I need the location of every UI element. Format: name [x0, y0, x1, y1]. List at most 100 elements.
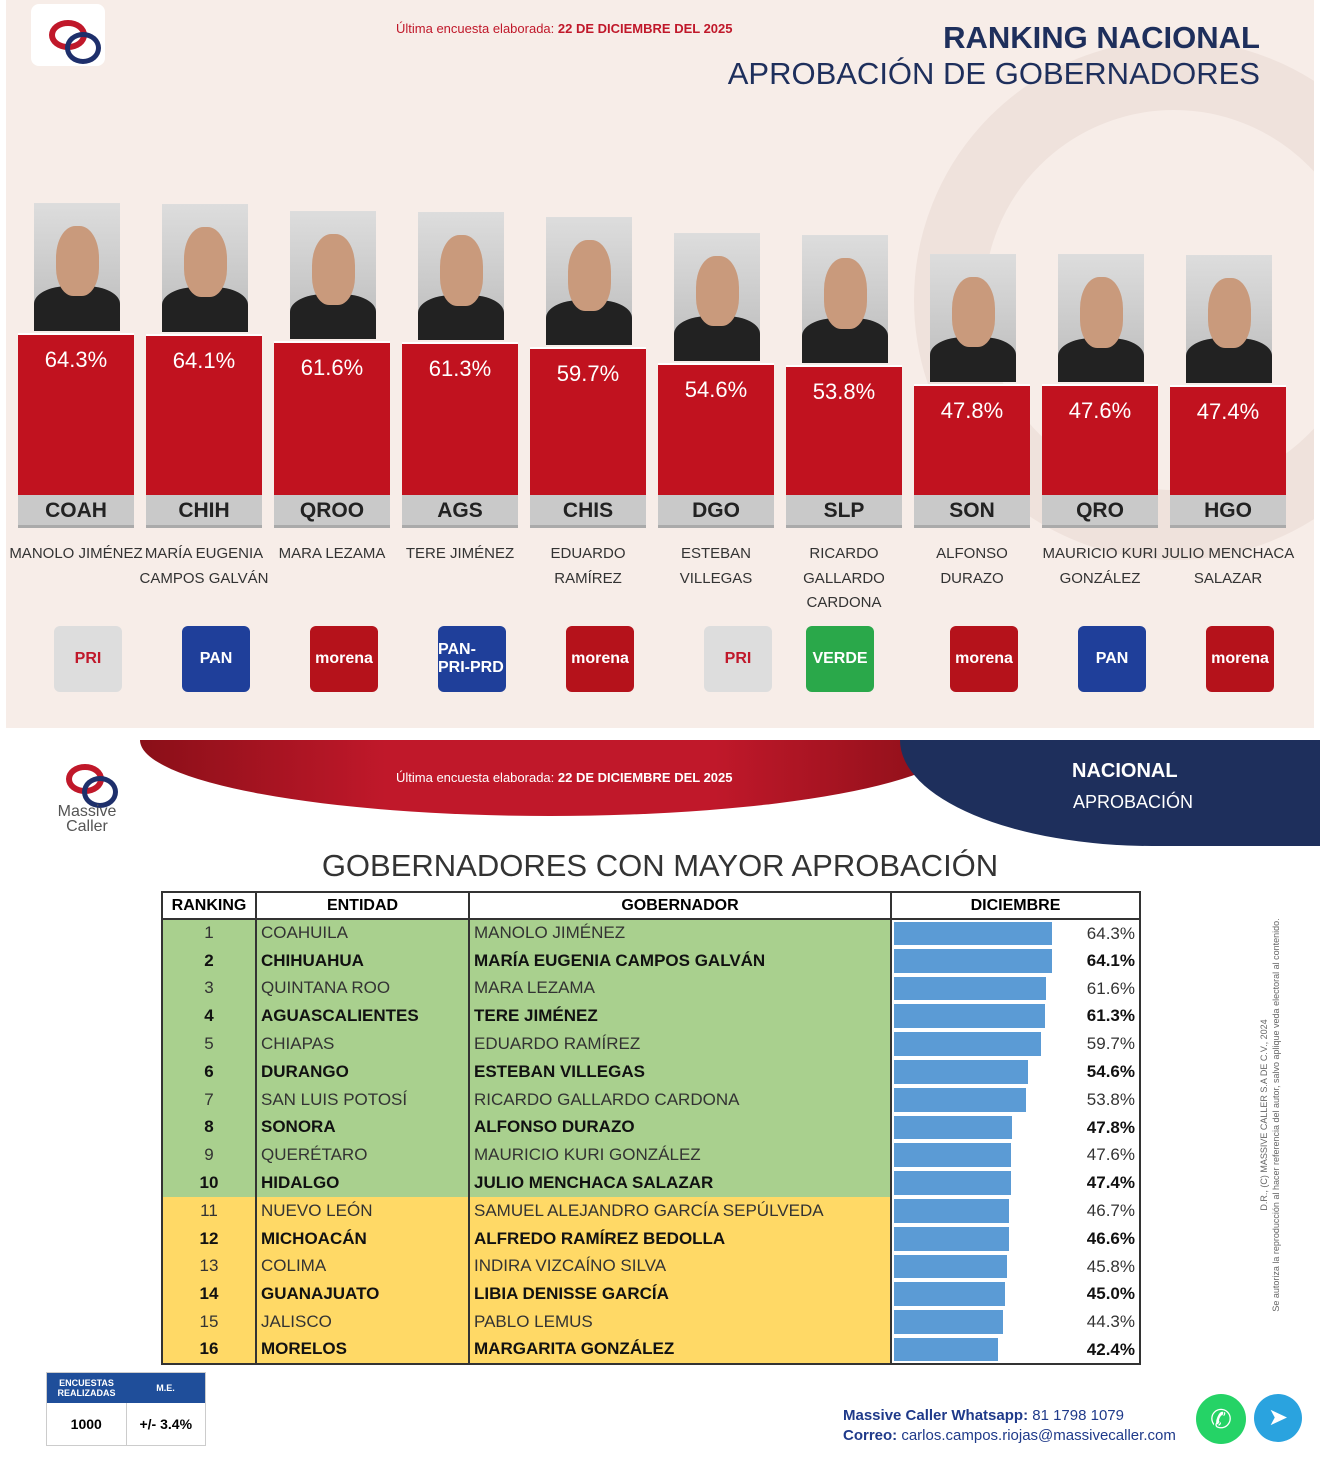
telegram-icon[interactable]: ➤: [1254, 1394, 1302, 1442]
state-code: SLP: [786, 495, 902, 528]
table-row: 6 DURANGO ESTEBAN VILLEGAS 54.6%: [161, 1057, 1141, 1086]
approval-cell: 46.6%: [890, 1224, 1141, 1253]
rank-cell: 11: [161, 1196, 257, 1225]
governor-photo: [162, 203, 248, 332]
rank-cell: 5: [161, 1030, 257, 1058]
rank-cell: 15: [161, 1308, 257, 1336]
nacional-label: NACIONAL: [1072, 760, 1178, 782]
email-link[interactable]: carlos.campos.riojas@massivecaller.com: [901, 1427, 1176, 1444]
approval-cell: 44.3%: [890, 1308, 1141, 1336]
approval-value: 45.8%: [1086, 1256, 1135, 1276]
survey-stats: ENCUESTAS REALIZADAS M.E. 1000 +/- 3.4%: [46, 1372, 206, 1446]
approval-cell: 54.6%: [890, 1057, 1141, 1086]
governor-photo: [674, 232, 760, 361]
approval-value: 45.0%: [1086, 1284, 1135, 1304]
governor-cell: MARÍA EUGENIA CAMPOS GALVÁN: [468, 946, 892, 975]
approval-value: 59.7%: [1086, 1034, 1135, 1054]
table-row: 10 HIDALGO JULIO MENCHACA SALAZAR 47.4%: [161, 1169, 1141, 1197]
survey-date-value: 22 DE DICIEMBRE DEL 2025: [557, 21, 733, 36]
governor-cell: EDUARDO RAMÍREZ: [468, 1030, 892, 1058]
table-row: 8 SONORA ALFONSO DURAZO 47.8%: [161, 1113, 1141, 1142]
governor-cell: ALFONSO DURAZO: [468, 1113, 892, 1142]
rank-cell: 3: [161, 974, 257, 1003]
approval-value: 61.3%: [1086, 1006, 1135, 1026]
entity-cell: GUANAJUATO: [255, 1280, 470, 1309]
party-label: morena: [1211, 650, 1269, 667]
rank-cell: 4: [161, 1002, 257, 1031]
party-logo: morena: [1206, 626, 1274, 692]
entity-cell: NUEVO LEÓN: [255, 1196, 470, 1225]
party-logo: morena: [950, 626, 1018, 692]
party-label: PAN: [199, 650, 233, 667]
party-label: VERDE: [812, 650, 868, 667]
page-title: RANKING NACIONAL: [943, 20, 1260, 55]
party-label: morena: [955, 650, 1013, 667]
governor-cell: MAURICIO KURI GONZÁLEZ: [468, 1141, 892, 1170]
approval-value: 64.3%: [1086, 924, 1135, 943]
governor-cell: INDIRA VIZCAÍNO SILVA: [468, 1252, 892, 1281]
approval-bar: [894, 1032, 1041, 1056]
party-label: PAN: [1095, 650, 1129, 667]
header-diciembre: DICIEMBRE: [890, 891, 1141, 920]
party-logo: PRI: [54, 626, 122, 692]
state-code: SON: [914, 495, 1030, 528]
table-row: 1 COAHUILA MANOLO JIMÉNEZ 64.3%: [161, 919, 1141, 947]
entity-cell: MORELOS: [255, 1335, 470, 1365]
approval-cell: 61.6%: [890, 974, 1141, 1003]
rank-cell: 9: [161, 1141, 257, 1170]
approval-cell: 47.6%: [890, 1141, 1141, 1170]
state-code: AGS: [402, 495, 518, 528]
survey-date: Última encuesta elaborada: 22 DE DICIEMB…: [396, 21, 733, 36]
approval-cell: 64.3%: [890, 919, 1141, 947]
approval-bar: [894, 1282, 1005, 1307]
rank-cell: 8: [161, 1113, 257, 1142]
governor-name: JULIO MENCHACA SALAZAR: [1161, 545, 1295, 587]
approval-bar: [894, 1310, 1003, 1334]
encuestas-header: ENCUESTAS REALIZADAS: [57, 1378, 116, 1398]
governor-cell: MARA LEZAMA: [468, 974, 892, 1003]
rank-cell: 13: [161, 1252, 257, 1281]
bar: 59.7%: [530, 347, 646, 495]
governor-name: MARA LEZAMA: [278, 545, 386, 562]
legal-line-2: Se autoriza la reproducción al hacer ref…: [1271, 918, 1281, 1312]
me-value: +/- 3.4%: [139, 1416, 193, 1432]
governor-photo: [802, 235, 888, 364]
entity-cell: COAHUILA: [255, 919, 470, 947]
governor-photo: [1058, 254, 1144, 383]
bar: 53.8%: [786, 365, 902, 495]
approval-cell: 45.0%: [890, 1280, 1141, 1309]
rank-cell: 10: [161, 1169, 257, 1197]
approval-value: 47.8%: [1086, 1117, 1135, 1137]
approval-bar: [894, 948, 1052, 973]
party-label: PRI: [724, 650, 752, 667]
approval-value: 44.3%: [1086, 1312, 1135, 1332]
governor-name: ESTEBAN VILLEGAS: [679, 545, 753, 587]
bar: 54.6%: [658, 362, 774, 495]
approval-value: 47.4%: [1086, 1173, 1135, 1193]
approval-bar: [894, 1226, 1009, 1251]
governor-photo: [546, 217, 632, 346]
entity-cell: DURANGO: [255, 1057, 470, 1086]
survey-label: Última encuesta elaborada:: [396, 21, 555, 36]
entity-cell: SONORA: [255, 1113, 470, 1142]
approval-value: 53.8%: [1086, 1089, 1135, 1109]
entity-cell: CHIHUAHUA: [255, 946, 470, 975]
approval-value: 46.6%: [1086, 1228, 1135, 1248]
approval-bar: [894, 1115, 1012, 1140]
state-code: QROO: [274, 495, 390, 528]
approval-cell: 47.8%: [890, 1113, 1141, 1142]
approval-value: 61.6%: [1086, 978, 1135, 998]
entity-cell: HIDALGO: [255, 1169, 470, 1197]
survey-date-2: Última encuesta elaborada: 22 DE DICIEMB…: [396, 770, 733, 785]
bar-value-label: 47.4%: [1196, 399, 1260, 424]
page-subtitle: APROBACIÓN DE GOBERNADORES: [727, 56, 1260, 91]
whatsapp-number: 81 1798 1079: [1032, 1407, 1124, 1424]
whatsapp-label: Massive Caller Whatsapp:: [843, 1407, 1029, 1424]
governor-name: MARÍA EUGENIA CAMPOS GALVÁN: [139, 545, 269, 587]
governor-cell: LIBIA DENISSE GARCÍA: [468, 1280, 892, 1309]
survey-label: Última encuesta elaborada:: [396, 770, 555, 785]
party-logo: PAN: [182, 626, 250, 692]
entity-cell: MICHOACÁN: [255, 1224, 470, 1253]
whatsapp-icon[interactable]: ✆: [1196, 1394, 1246, 1444]
governor-photo: [418, 212, 504, 341]
